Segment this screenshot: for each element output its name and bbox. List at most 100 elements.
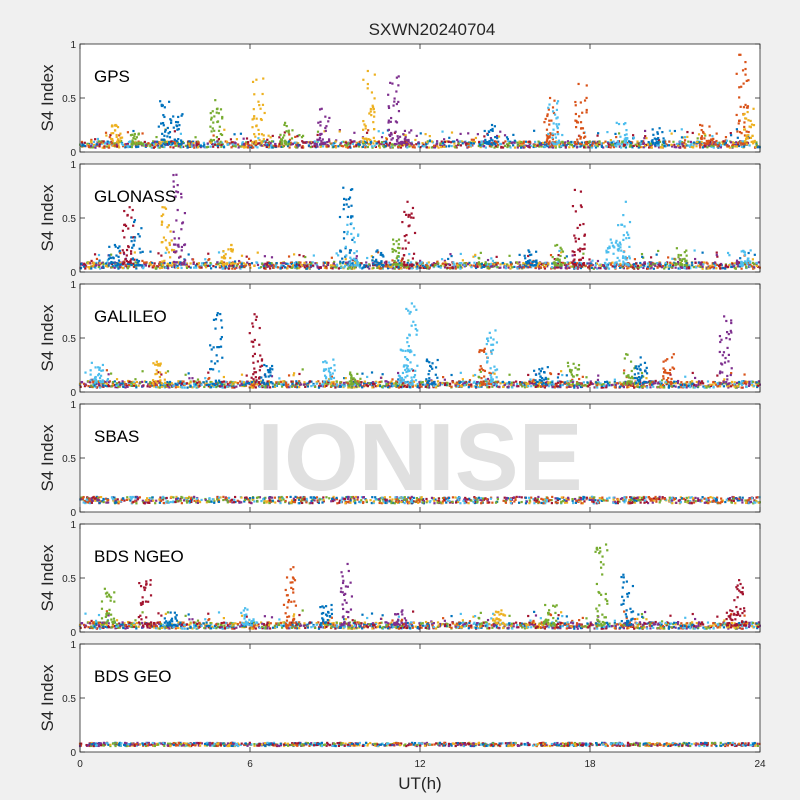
data-point	[158, 140, 161, 144]
data-point	[483, 265, 486, 269]
data-point	[132, 265, 136, 268]
data-point	[615, 121, 618, 124]
data-point	[371, 384, 374, 387]
data-point	[234, 143, 237, 147]
data-point	[738, 265, 741, 268]
data-point	[251, 382, 255, 385]
data-point	[575, 126, 578, 129]
data-point	[260, 144, 263, 147]
data-point	[151, 143, 154, 147]
data-point	[164, 207, 168, 210]
data-point	[175, 173, 178, 176]
data-point	[218, 142, 221, 145]
data-point	[532, 144, 536, 147]
data-point	[366, 87, 369, 90]
data-point	[339, 262, 342, 265]
data-point	[163, 134, 166, 137]
data-point	[406, 261, 409, 265]
data-point	[131, 246, 134, 249]
data-point	[239, 267, 242, 270]
data-point	[166, 264, 169, 268]
data-point	[268, 143, 272, 147]
data-point	[380, 136, 384, 139]
data-point	[743, 134, 747, 137]
data-point	[98, 259, 101, 262]
data-point	[223, 257, 226, 260]
data-point	[242, 137, 245, 140]
data-point	[334, 140, 337, 143]
data-point	[408, 267, 411, 270]
data-point	[223, 128, 226, 131]
data-point	[702, 261, 706, 264]
data-point	[709, 144, 712, 147]
data-point	[332, 145, 335, 148]
data-point	[450, 144, 453, 148]
data-point	[551, 132, 554, 135]
data-point	[619, 246, 622, 249]
data-point	[80, 381, 83, 384]
data-point	[705, 139, 708, 143]
data-point	[737, 143, 740, 146]
data-point	[731, 262, 734, 265]
data-point	[742, 82, 745, 85]
data-point	[721, 267, 724, 270]
data-point	[397, 255, 400, 258]
data-point	[312, 254, 315, 257]
data-point	[295, 143, 298, 146]
data-point	[177, 256, 181, 259]
data-point	[322, 264, 325, 267]
data-point	[175, 265, 178, 269]
data-point	[575, 121, 579, 124]
data-point	[215, 135, 219, 139]
data-point	[354, 262, 357, 265]
data-point	[613, 263, 616, 266]
data-point	[179, 146, 182, 149]
data-point	[117, 267, 120, 270]
data-point	[117, 142, 120, 145]
data-point	[683, 146, 686, 149]
data-point	[744, 67, 747, 71]
data-point	[580, 141, 583, 144]
data-point	[133, 258, 136, 261]
data-point	[280, 140, 283, 144]
data-point	[618, 259, 621, 262]
data-point	[97, 372, 101, 376]
data-point	[428, 134, 431, 138]
data-point	[475, 266, 478, 270]
data-point	[373, 73, 376, 76]
data-point	[377, 251, 380, 254]
data-point	[312, 382, 315, 386]
data-point	[476, 133, 479, 136]
data-point	[259, 107, 262, 110]
data-point	[135, 264, 139, 267]
data-point	[94, 378, 98, 381]
data-point	[344, 258, 347, 261]
data-point	[216, 144, 219, 148]
data-point	[547, 108, 550, 111]
data-point	[739, 105, 742, 108]
data-point	[594, 266, 597, 269]
data-point	[184, 259, 187, 262]
data-point	[748, 144, 751, 147]
data-point	[675, 142, 679, 145]
data-point	[119, 382, 122, 385]
data-point	[546, 145, 549, 148]
data-point	[448, 266, 452, 269]
data-point	[286, 145, 290, 148]
data-point	[447, 257, 450, 261]
data-point	[670, 266, 673, 269]
data-point	[503, 383, 506, 387]
data-point	[267, 264, 271, 267]
data-point	[161, 260, 164, 263]
data-point	[113, 266, 116, 269]
data-point	[638, 143, 641, 146]
data-point	[187, 265, 190, 268]
data-point	[369, 142, 372, 145]
data-point	[404, 137, 407, 140]
data-point	[298, 134, 301, 137]
data-point	[699, 123, 702, 127]
data-point	[427, 382, 430, 386]
data-point	[711, 135, 714, 138]
data-point	[516, 141, 519, 144]
data-point	[683, 264, 686, 267]
